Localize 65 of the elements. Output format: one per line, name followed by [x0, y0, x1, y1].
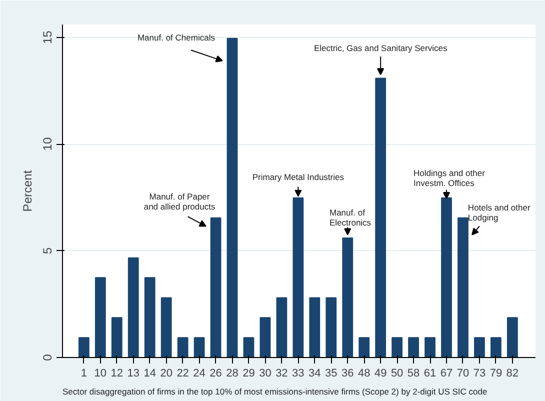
bar: [210, 217, 222, 358]
x-tick-label: 61: [424, 368, 436, 380]
x-tick-label: 70: [456, 368, 470, 380]
x-tick-label: 67: [440, 368, 453, 380]
x-tick-label: 35: [325, 368, 338, 380]
x-tick-label: 1: [80, 368, 87, 380]
bar: [111, 317, 122, 358]
x-tick-label: 26: [210, 368, 222, 380]
annotation: Hotels and other Lodging: [468, 202, 530, 222]
bar: [160, 297, 172, 358]
annotation: Primary Metal Industries: [252, 172, 344, 182]
x-tick-label: 48: [358, 368, 370, 380]
bar: [408, 337, 419, 358]
x-tick-label: 24: [193, 368, 206, 380]
annotation: Manuf. of Electronics: [329, 208, 372, 228]
text: Sector disaggregation of firms in the top 10% of most emissions-intensive firms (Scope 2) by 2-digit US SIC code: [62, 386, 488, 396]
x-tick-label: 20: [160, 368, 172, 380]
bar: [243, 337, 254, 358]
bar: [342, 237, 354, 358]
annotation: Holdings and other Investm. Offices: [414, 168, 486, 188]
bar: [78, 337, 90, 358]
x-tick-label: 73: [473, 368, 486, 380]
y-tick-label: 0: [40, 354, 54, 361]
bar: [177, 337, 188, 358]
x-tick-label: 79: [490, 368, 502, 380]
x-tick-label: 22: [176, 368, 189, 380]
x-tick-label: 28: [226, 368, 238, 380]
annotation: Manuf. of Paper and allied products: [144, 192, 216, 212]
annotation: Manuf. of Chemicals: [137, 32, 215, 42]
x-tick-label: 10: [94, 368, 107, 380]
x-tick-label: 58: [407, 368, 420, 380]
bar: [144, 277, 156, 358]
bar: [309, 297, 320, 358]
y-axis-title: Percent: [20, 170, 34, 212]
bar: [375, 78, 386, 358]
x-tick-label: 12: [110, 368, 124, 380]
bar: [194, 337, 205, 358]
bar: [458, 217, 468, 358]
x-tick-label: 49: [374, 368, 387, 380]
bar: [226, 38, 238, 358]
bar: [392, 337, 403, 358]
bar: [506, 317, 518, 358]
annotation: Electric, Gas and Sanitary Services: [314, 42, 448, 53]
bar: [326, 297, 337, 358]
bar: [94, 277, 106, 358]
x-tick-label: 36: [342, 368, 354, 380]
x-tick-label: 33: [292, 368, 304, 380]
bar: [424, 337, 436, 358]
x-tick-label: 14: [144, 368, 156, 380]
x-tick-label: 30: [259, 368, 272, 380]
x-tick-label: 32: [276, 368, 288, 380]
x-tick-label: 50: [390, 368, 404, 380]
bar: [128, 257, 139, 358]
bar: [260, 317, 271, 358]
x-tick-label: 13: [127, 368, 140, 380]
bar: [358, 337, 370, 358]
bar: [276, 297, 288, 358]
y-tick-label: 10: [40, 137, 54, 151]
bar: [474, 337, 485, 358]
x-tick-label: 82: [506, 368, 519, 380]
y-tick-label: 15: [40, 30, 54, 44]
bar: [490, 337, 502, 358]
y-tick-label: 5: [40, 247, 54, 254]
x-tick-label: 34: [308, 368, 321, 380]
x-tick-label: 29: [242, 368, 255, 380]
